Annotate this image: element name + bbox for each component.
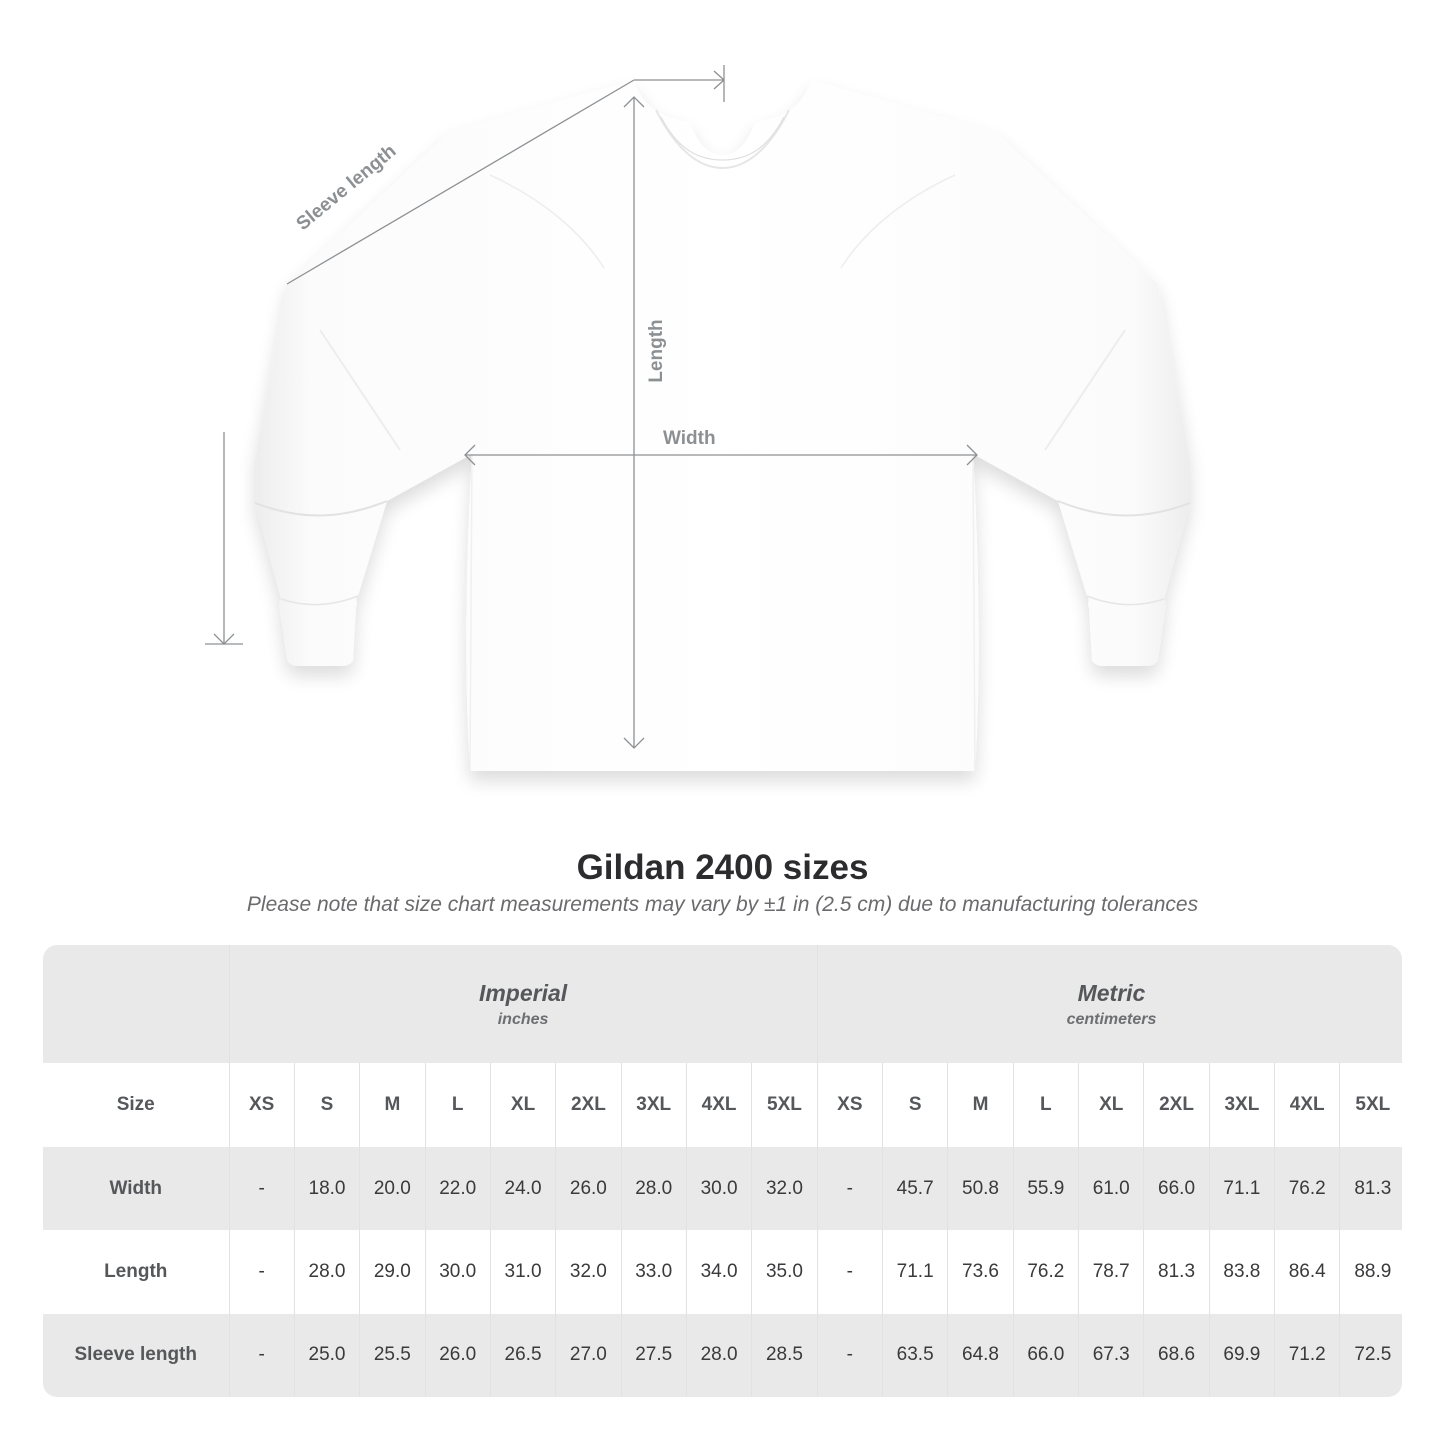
- svg-text:Length: Length: [646, 319, 667, 382]
- svg-text:Width: Width: [663, 428, 716, 449]
